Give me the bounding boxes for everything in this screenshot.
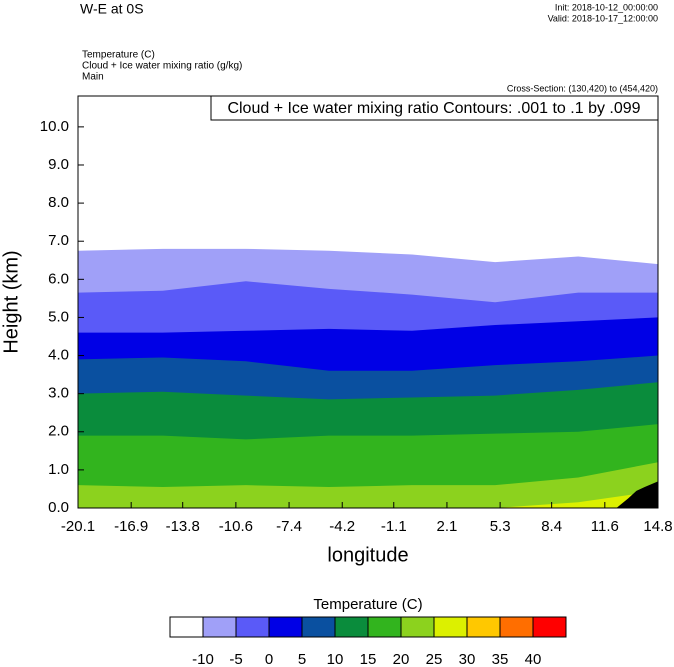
- colorbar-label: 30: [459, 651, 476, 667]
- x-tick-label: -10.6: [219, 518, 253, 535]
- colorbar-label: 40: [525, 651, 542, 667]
- y-tick-label: 1.0: [48, 461, 69, 478]
- y-tick-label: 0.0: [48, 499, 69, 516]
- field-label: Main: [82, 72, 104, 83]
- y-tick-label: 3.0: [48, 385, 69, 402]
- colorbar-box: [367, 616, 402, 638]
- contour-info-box: [210, 95, 659, 121]
- colorbar-box: [301, 616, 336, 638]
- plot-frame: [77, 95, 659, 509]
- colorbar-label: 25: [426, 651, 443, 667]
- y-tick-label: 2.0: [48, 423, 69, 440]
- colorbar-label: 5: [298, 651, 306, 667]
- valid-time: Valid: 2018-10-17_12:00:00: [548, 13, 658, 23]
- contour-info: Cloud + Ice water mixing ratio Contours:…: [227, 100, 640, 117]
- colorbar-box: [268, 616, 303, 638]
- x-tick-label: 2.1: [437, 518, 458, 535]
- y-tick-label: 10.0: [40, 118, 69, 135]
- colorbar-label: 0: [265, 651, 273, 667]
- x-tick-label: -4.2: [329, 518, 355, 535]
- x-tick-label: -7.4: [276, 518, 302, 535]
- colorbar-box: [202, 616, 237, 638]
- y-tick-label: 9.0: [48, 156, 69, 173]
- x-tick-label: 11.6: [591, 518, 619, 535]
- colorbar-title: Temperature (C): [313, 596, 422, 613]
- colorbar-label: -10: [192, 651, 214, 667]
- colorbar-label: 20: [393, 651, 410, 667]
- y-tick-label: 6.0: [48, 270, 69, 287]
- y-axis-label: Height (km): [0, 250, 22, 353]
- field-label: Temperature (C): [82, 50, 155, 61]
- colorbar-box: [433, 616, 468, 638]
- y-tick-label: 7.0: [48, 232, 69, 249]
- x-tick-label: -1.1: [381, 518, 407, 535]
- x-tick-label: 5.3: [490, 518, 511, 535]
- terrain: [616, 481, 658, 508]
- colorbar-box: [466, 616, 501, 638]
- temperature-band: [78, 490, 658, 508]
- colorbar-box: [235, 616, 270, 638]
- field-label: Cloud + Ice water mixing ratio (g/kg): [82, 61, 242, 72]
- chart-title: W-E at 0S: [80, 1, 144, 17]
- colorbar-label: 10: [327, 651, 344, 667]
- x-tick-label: -13.8: [166, 518, 200, 535]
- colorbar-box: [532, 616, 567, 638]
- colorbar-box: [499, 616, 534, 638]
- y-tick-label: 8.0: [48, 194, 69, 211]
- plot-area: [78, 248, 658, 508]
- colorbar-box: [334, 616, 369, 638]
- x-tick-label: -16.9: [114, 518, 148, 535]
- x-tick-label: 8.4: [541, 518, 562, 535]
- x-tick-label: 14.8: [643, 518, 672, 535]
- x-tick-label: -20.1: [61, 518, 95, 535]
- init-time: Init: 2018-10-12_00:00:00: [555, 2, 658, 12]
- colorbar-box: [169, 616, 204, 638]
- cross-section: Cross-Section: (130,420) to (454,420): [507, 83, 658, 93]
- colorbar-label: 35: [492, 651, 509, 667]
- x-axis-label: longitude: [327, 544, 408, 566]
- y-tick-label: 4.0: [48, 347, 69, 364]
- colorbar-label: 15: [360, 651, 377, 667]
- colorbar-box: [400, 616, 435, 638]
- temperature-band: [78, 462, 658, 508]
- y-tick-label: 5.0: [48, 308, 69, 325]
- colorbar-label: -5: [229, 651, 242, 667]
